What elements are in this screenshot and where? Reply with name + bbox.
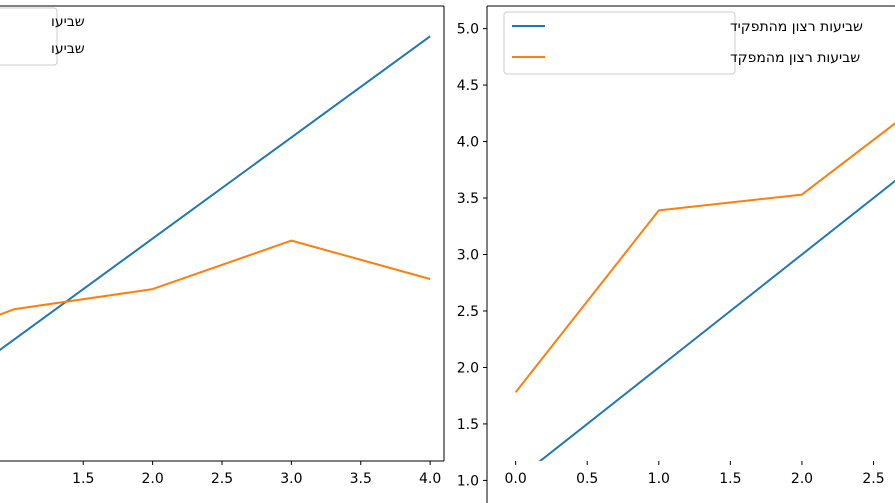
left-series-line-1 — [0, 35, 431, 352]
left-xtick-label-1: 1.5 — [72, 471, 94, 487]
right-ytick-label-1: 1.0 — [457, 473, 479, 489]
left-series-line-2 — [0, 239, 431, 316]
left-xticks: 1.5 2.0 2.5 3.0 3.5 4.0 — [72, 461, 441, 487]
right-xticks: 0.0 0.5 1.0 1.5 2.0 2.5 — [504, 461, 885, 487]
left-legend-label-1: שביעו — [51, 14, 85, 30]
right-yticks: 1.0 1.5 2.0 2.5 3.0 3.5 4.0 4.5 5.0 — [457, 22, 487, 489]
left-legend-label-2: שביעו — [51, 41, 85, 57]
right-legend-label-1: שביעות רצון מהתפקיד — [730, 19, 863, 35]
left-series-lines — [0, 35, 431, 352]
right-legend: שביעות רצון מהתפקיד שביעות רצון מהמפקד — [503, 11, 863, 75]
right-series-line-1 — [538, 179, 895, 461]
right-series-lines — [514, 122, 895, 461]
right-ytick-label-3: 2.0 — [457, 360, 479, 376]
right-series-line-2 — [514, 122, 895, 393]
right-ytick-label-5: 3.0 — [457, 248, 479, 264]
left-legend-box — [0, 7, 58, 66]
right-xtick-label-1: 0.0 — [504, 471, 526, 487]
right-ytick-label-7: 4.0 — [457, 135, 479, 151]
right-legend-label-2: שביעות רצון מהמפקד — [730, 50, 860, 66]
left-xtick-label-6: 4.0 — [419, 471, 441, 487]
right-ytick-label-8: 4.5 — [457, 78, 479, 94]
right-ytick-label-6: 3.5 — [457, 191, 479, 207]
left-plot: 1.5 2.0 2.5 3.0 3.5 4.0 שביעו שביעו — [0, 5, 445, 487]
right-axes-frame — [486, 5, 895, 503]
right-ytick-label-9: 5.0 — [457, 22, 479, 38]
left-xtick-label-4: 3.0 — [280, 471, 302, 487]
left-xtick-label-2: 2.0 — [141, 471, 163, 487]
right-xtick-label-5: 2.0 — [791, 471, 813, 487]
left-xtick-label-5: 3.5 — [350, 471, 372, 487]
right-ytick-label-2: 1.5 — [457, 417, 479, 433]
right-xtick-label-6: 2.5 — [862, 471, 884, 487]
left-legend: שביעו שביעו — [0, 7, 85, 66]
right-ytick-label-4: 2.5 — [457, 304, 479, 320]
right-plot: 0.0 0.5 1.0 1.5 2.0 2.5 1.0 1.5 2.0 2.5 3.0 3.5 4.0… — [457, 5, 895, 503]
right-xtick-label-3: 1.0 — [648, 471, 670, 487]
left-xtick-label-3: 2.5 — [211, 471, 233, 487]
right-xtick-label-2: 0.5 — [576, 471, 598, 487]
right-xtick-label-4: 1.5 — [719, 471, 741, 487]
right-legend-box — [503, 11, 736, 75]
